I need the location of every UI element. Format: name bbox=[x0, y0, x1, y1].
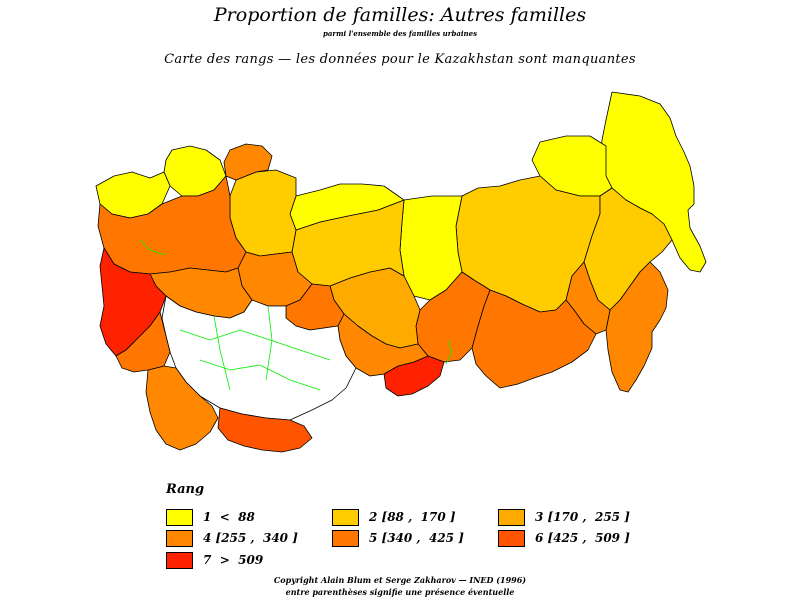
legend-label: 5 [340 , 425 ] bbox=[369, 531, 464, 545]
legend-title: Rang bbox=[166, 482, 205, 497]
legend-swatch bbox=[166, 529, 193, 547]
legend-item: 7 > 509 bbox=[166, 551, 263, 569]
footer-note: entre parenthèses signifie une présence … bbox=[285, 587, 515, 597]
legend-swatch bbox=[332, 508, 359, 526]
internal-boundary bbox=[213, 315, 231, 391]
region-kola bbox=[223, 143, 273, 181]
region-south-west bbox=[145, 365, 219, 451]
legend-label: 3 [170 , 255 ] bbox=[535, 510, 630, 524]
internal-boundary bbox=[445, 339, 453, 365]
legend-swatch bbox=[498, 508, 525, 526]
legend-item: 6 [425 , 509 ] bbox=[498, 529, 630, 547]
legend-item: 2 [88 , 170 ] bbox=[332, 508, 456, 526]
region-chita bbox=[471, 289, 597, 389]
region-primorye bbox=[605, 261, 669, 393]
copyright-text: Copyright Alain Blum et Serge Zakharov —… bbox=[273, 575, 527, 585]
legend-swatch bbox=[498, 529, 525, 547]
legend-item: 3 [170 , 255 ] bbox=[498, 508, 630, 526]
internal-boundary bbox=[265, 305, 273, 381]
legend-item: 5 [340 , 425 ] bbox=[332, 529, 464, 547]
legend-swatch bbox=[332, 529, 359, 547]
legend-label: 7 > 509 bbox=[203, 553, 264, 567]
internal-boundary bbox=[199, 359, 321, 391]
legend-item: 4 [255 , 340 ] bbox=[166, 529, 298, 547]
legend-label: 1 < 88 bbox=[203, 510, 255, 524]
internal-boundary bbox=[179, 329, 331, 361]
internal-boundary bbox=[139, 239, 166, 256]
map-note: Carte des rangs — les données pour le Ka… bbox=[164, 52, 636, 67]
region-central-asia bbox=[217, 407, 313, 453]
legend-swatch bbox=[166, 508, 193, 526]
region-caspian bbox=[115, 311, 171, 373]
legend-label: 6 [425 , 509 ] bbox=[535, 531, 630, 545]
map-subtitle: parmi l'ensemble des familles urbaines bbox=[322, 29, 478, 38]
legend-swatch bbox=[166, 551, 193, 569]
map-title: Proportion de familles: Autres familles bbox=[213, 4, 587, 26]
legend-label: 4 [255 , 340 ] bbox=[203, 531, 298, 545]
legend-label: 2 [88 , 170 ] bbox=[369, 510, 456, 524]
legend-item: 1 < 88 bbox=[166, 508, 255, 526]
